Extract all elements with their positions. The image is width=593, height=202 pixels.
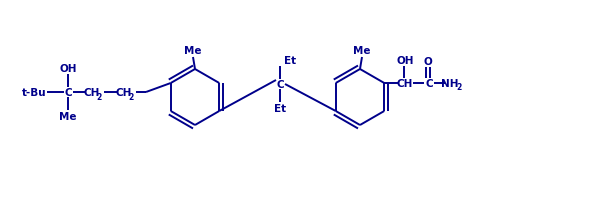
Text: C: C: [425, 79, 433, 88]
Text: Et: Et: [274, 103, 286, 114]
Text: t-Bu: t-Bu: [22, 87, 47, 98]
Text: Me: Me: [184, 46, 202, 56]
Text: C: C: [64, 87, 72, 98]
Text: 2: 2: [128, 92, 133, 101]
Text: CH: CH: [84, 87, 100, 98]
Text: Me: Me: [59, 112, 76, 121]
Text: Me: Me: [353, 46, 371, 56]
Text: NH: NH: [442, 79, 459, 88]
Text: OH: OH: [397, 56, 414, 66]
Text: CH: CH: [116, 87, 132, 98]
Text: 2: 2: [97, 92, 101, 101]
Text: OH: OH: [59, 64, 76, 74]
Text: 2: 2: [457, 83, 462, 92]
Text: CH: CH: [396, 79, 413, 88]
Text: Et: Et: [284, 56, 296, 66]
Text: C: C: [276, 80, 284, 89]
Text: O: O: [424, 57, 433, 67]
